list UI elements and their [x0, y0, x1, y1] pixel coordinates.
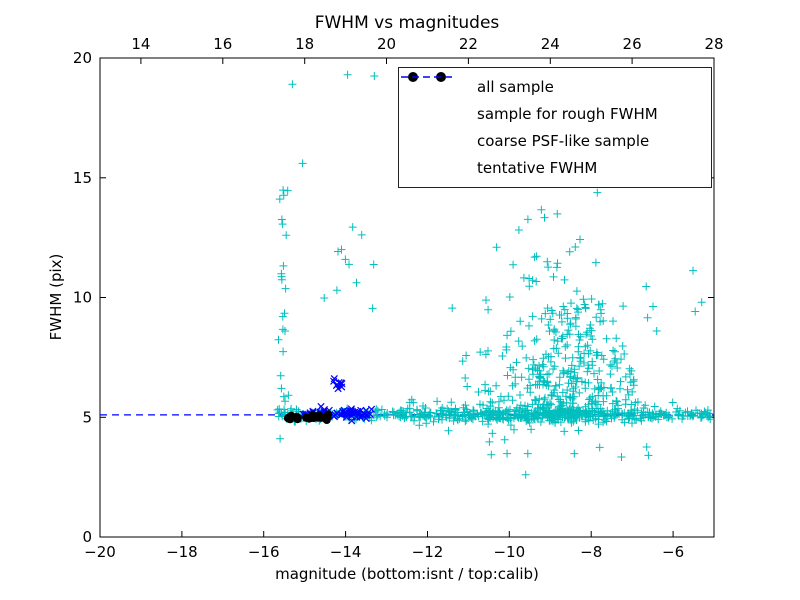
legend-marker-dashed-line-icon: [401, 76, 467, 177]
svg-text:−6: −6: [662, 543, 684, 561]
svg-text:20: 20: [377, 35, 396, 53]
svg-text:5: 5: [82, 408, 92, 426]
svg-text:−10: −10: [493, 543, 525, 561]
svg-text:26: 26: [623, 35, 642, 53]
svg-text:18: 18: [295, 35, 314, 53]
svg-text:16: 16: [213, 35, 232, 53]
chart-title: FWHM vs magnitudes: [314, 13, 500, 33]
legend-entry-coarse-psf: coarse PSF-like sample: [408, 72, 703, 150]
y-axis-label: FWHM (pix): [47, 253, 65, 341]
legend-entry-tentative-fwhm: tentative FWHM: [401, 76, 703, 177]
tick-labels: −20 −18 −16 −14 −12 −10 −8 −6 14 16 18 20 22 24 26 28 0 5…: [73, 35, 724, 561]
legend-marker-x-icon: [409, 73, 467, 123]
svg-text:−12: −12: [412, 543, 444, 561]
legend-label: coarse PSF-like sample: [477, 132, 650, 150]
svg-text:−20: −20: [84, 543, 116, 561]
axis-ticks: [99, 57, 715, 538]
series-all-sample: [273, 70, 714, 479]
svg-text:14: 14: [131, 35, 150, 53]
legend-entry-rough-fwhm: sample for rough FWHM: [409, 73, 703, 123]
x-axis-label: magnitude (bottom:isnt / top:calib): [275, 565, 539, 583]
svg-text:28: 28: [704, 35, 723, 53]
svg-text:15: 15: [73, 169, 92, 187]
svg-text:−16: −16: [248, 543, 280, 561]
legend-label: tentative FWHM: [477, 159, 598, 177]
svg-text:22: 22: [459, 35, 478, 53]
svg-text:24: 24: [541, 35, 560, 53]
legend-marker-dot-icon: [408, 72, 467, 150]
svg-text:−18: −18: [166, 543, 198, 561]
legend-label: all sample: [477, 78, 554, 96]
legend: all sample sample for rough FWHM coarse …: [398, 67, 712, 188]
legend-label: sample for rough FWHM: [477, 105, 658, 123]
svg-text:20: 20: [73, 49, 92, 67]
svg-text:−8: −8: [580, 543, 602, 561]
series-coarse-psf-like-sample: [283, 410, 333, 424]
svg-text:0: 0: [82, 528, 92, 546]
svg-text:10: 10: [73, 289, 92, 307]
svg-text:−14: −14: [330, 543, 362, 561]
